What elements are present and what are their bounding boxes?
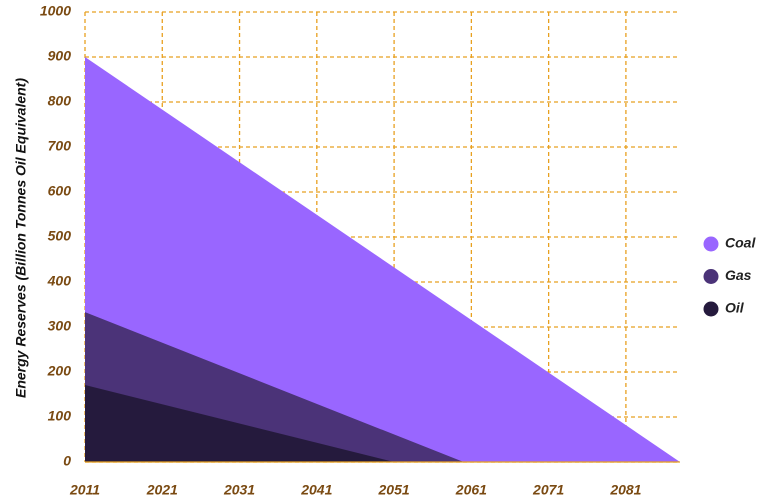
x-tick-label: 2081 — [609, 482, 641, 498]
y-tick-label: 1000 — [40, 3, 71, 19]
legend-swatch — [703, 301, 719, 317]
y-tick-label: 0 — [63, 453, 71, 469]
legend-label: Oil — [725, 300, 745, 316]
x-tick-label: 2011 — [69, 482, 100, 498]
legend-label: Gas — [725, 267, 752, 283]
legend-swatch — [703, 269, 719, 284]
y-tick-label: 100 — [48, 408, 72, 424]
x-tick-label: 2041 — [300, 482, 332, 498]
y-tick-label: 500 — [48, 228, 72, 244]
x-tick-label: 2071 — [532, 482, 564, 498]
x-tick-label: 2061 — [455, 482, 487, 498]
legend-swatch — [703, 236, 719, 252]
y-tick-label: 700 — [48, 138, 72, 154]
y-tick-label: 900 — [48, 48, 72, 64]
y-tick-label: 600 — [48, 183, 72, 199]
y-tick-label: 800 — [48, 93, 72, 109]
x-tick-label: 2021 — [146, 482, 178, 498]
area — [85, 57, 680, 462]
legend-label: Coal — [725, 235, 756, 251]
y-tick-label: 400 — [47, 273, 72, 289]
y-axis-label: Energy Reserves (Billion Tonnes Oil Equi… — [13, 78, 29, 398]
y-tick-label: 300 — [48, 318, 72, 334]
x-tick-label: 2031 — [223, 482, 255, 498]
y-tick-label: 200 — [47, 363, 72, 379]
area — [85, 385, 395, 462]
x-tick-label: 2051 — [378, 482, 410, 498]
